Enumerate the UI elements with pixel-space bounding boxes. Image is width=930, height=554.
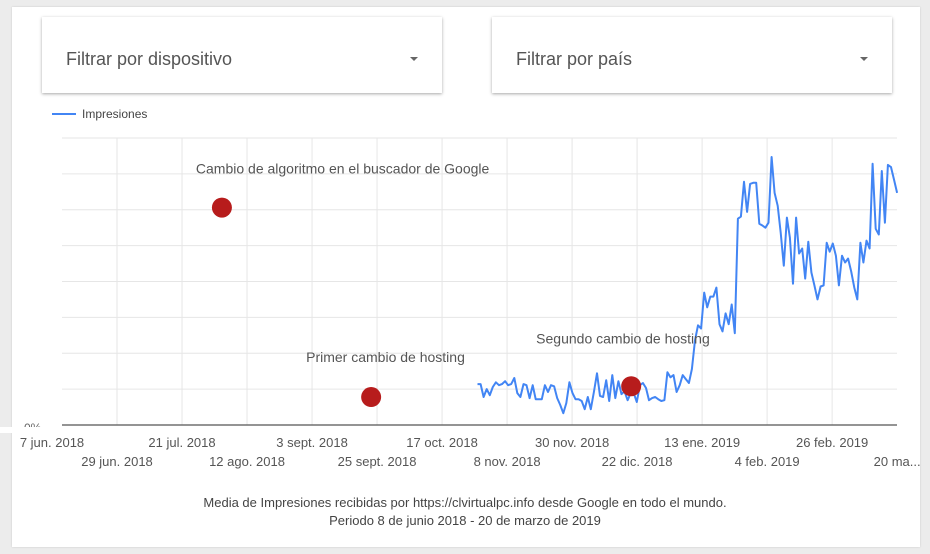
x-tick-label: 30 nov. 2018 bbox=[535, 435, 609, 450]
event-label: Primer cambio de hosting bbox=[306, 349, 465, 365]
axis-label-mask bbox=[0, 427, 60, 433]
event-marker bbox=[621, 376, 642, 397]
device-filter-label: Filtrar por dispositivo bbox=[66, 49, 233, 69]
event-label: Cambio de algoritmo en el buscador de Go… bbox=[196, 161, 490, 177]
event-label: Segundo cambio de hosting bbox=[536, 330, 710, 346]
x-tick-label: 29 jun. 2018 bbox=[81, 454, 153, 469]
x-tick-label: 20 ma... bbox=[874, 454, 921, 469]
chevron-down-icon bbox=[860, 57, 868, 61]
x-tick-label: 21 jul. 2018 bbox=[148, 435, 215, 450]
country-filter-label: Filtrar por país bbox=[516, 49, 633, 69]
x-tick-label: 4 feb. 2019 bbox=[735, 454, 800, 469]
event-marker bbox=[361, 387, 382, 408]
device-filter-dropdown[interactable]: Filtrar por dispositivo bbox=[42, 17, 442, 93]
chart-legend[interactable]: Impresiones bbox=[52, 107, 147, 121]
caption-line-1: Media de Impresiones recibidas por https… bbox=[203, 495, 727, 510]
chart-card bbox=[12, 7, 920, 547]
x-tick-label: 13 ene. 2019 bbox=[664, 435, 740, 450]
legend-label: Impresiones bbox=[82, 107, 148, 121]
x-tick-label: 17 oct. 2018 bbox=[406, 435, 478, 450]
series-line-impresiones bbox=[477, 156, 899, 415]
x-tick-label: 25 sept. 2018 bbox=[338, 454, 417, 469]
x-tick-label: 8 nov. 2018 bbox=[474, 454, 541, 469]
x-tick-label: 12 ago. 2018 bbox=[209, 454, 285, 469]
x-tick-label: 22 dic. 2018 bbox=[602, 454, 673, 469]
x-tick-label: 26 feb. 2019 bbox=[796, 435, 868, 450]
legend-line-icon bbox=[52, 113, 76, 115]
country-filter-dropdown[interactable]: Filtrar por país bbox=[492, 17, 892, 93]
x-tick-label: 7 jun. 2018 bbox=[20, 435, 84, 450]
chevron-down-icon bbox=[410, 57, 418, 61]
x-tick-label: 3 sept. 2018 bbox=[276, 435, 348, 450]
caption-line-2: Periodo 8 de junio 2018 - 20 de marzo de… bbox=[329, 513, 601, 528]
event-marker bbox=[211, 197, 232, 218]
